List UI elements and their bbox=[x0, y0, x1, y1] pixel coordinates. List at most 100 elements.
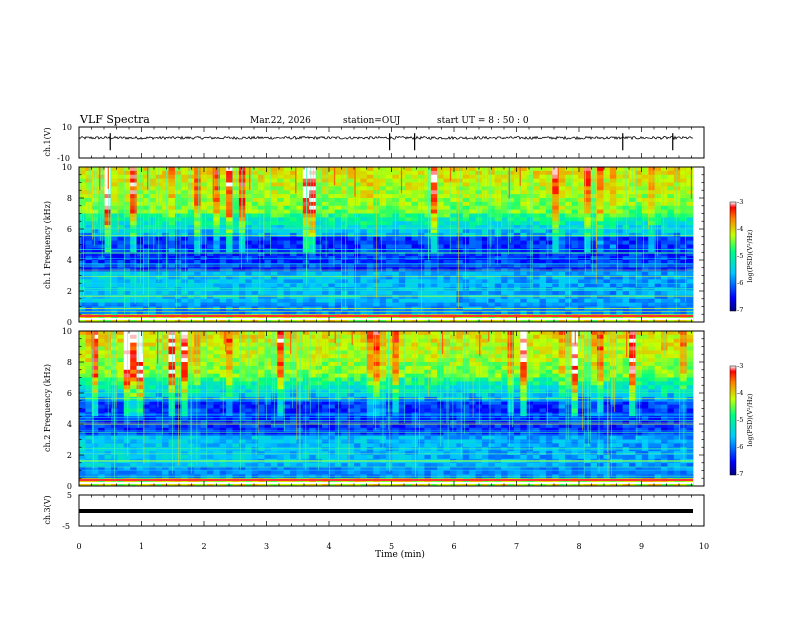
ch1-spec-cell bbox=[514, 214, 521, 218]
ch1-spec-cell bbox=[603, 217, 610, 221]
ch1-spec-cell bbox=[629, 299, 636, 303]
ch1-spec-cell bbox=[450, 186, 457, 190]
ch1-spec-cell bbox=[533, 221, 540, 225]
ch1-spec-cell bbox=[603, 179, 610, 183]
ch1-spec-cell bbox=[476, 233, 483, 237]
ch2-spec-cell bbox=[520, 339, 527, 343]
ch1-spec-cell bbox=[623, 190, 630, 194]
ch2-spec-cell bbox=[456, 343, 463, 347]
ch1-spec-cell bbox=[252, 291, 259, 295]
ch1-spec-cell bbox=[162, 237, 169, 241]
ch1-spec-cell bbox=[495, 175, 502, 179]
ch1-spec-cell bbox=[412, 194, 419, 198]
ch1-spec-cell bbox=[188, 179, 195, 183]
ch1-spec-cell bbox=[322, 217, 329, 221]
ch1-spec-cell bbox=[412, 217, 419, 221]
ch1-spec-cell bbox=[181, 202, 188, 206]
ch1-spec-cell bbox=[277, 291, 284, 295]
ch1-spec-cell bbox=[188, 198, 195, 202]
ch1-spec-cell bbox=[392, 190, 399, 194]
ch2-spec-cell bbox=[181, 339, 188, 343]
ch1-spec-cell bbox=[399, 233, 406, 237]
ch1-spec-cell bbox=[137, 225, 144, 229]
ch1-spec-cell bbox=[194, 206, 201, 210]
ch1-spec-cell bbox=[661, 221, 668, 225]
ch2-spec-cell bbox=[207, 354, 214, 358]
ch1-spec-cell bbox=[488, 175, 495, 179]
ch1-spec-cell bbox=[181, 183, 188, 187]
ch1-spec-cell bbox=[245, 194, 252, 198]
ch1-cbar-tick-m4: -4 bbox=[737, 225, 743, 233]
ch1-spec-cell bbox=[130, 167, 137, 171]
ch1-spec-cell bbox=[188, 225, 195, 229]
ch1-spec-cell bbox=[207, 233, 214, 237]
ch1-spec-cell bbox=[520, 303, 527, 307]
ch1-spec-cell bbox=[220, 245, 227, 249]
ch1-spec-cell bbox=[520, 214, 527, 218]
ch1-spec-cell bbox=[380, 167, 387, 171]
ch1-spec-cell bbox=[335, 186, 342, 190]
ch1-spec-cell bbox=[527, 291, 534, 295]
ch1-spec-cell bbox=[578, 233, 585, 237]
ch1-colorbar-gradient bbox=[730, 202, 736, 311]
ch2-spec-cell bbox=[578, 347, 585, 351]
ch1-spec-cell bbox=[188, 210, 195, 214]
ch1-spec-cell bbox=[616, 179, 623, 183]
ch1-spec-cell bbox=[565, 210, 572, 214]
ch1-spec-cell bbox=[207, 225, 214, 229]
ch1-spec-cell bbox=[623, 276, 630, 280]
ch1-spec-cell bbox=[674, 276, 681, 280]
ch1-spec-cell bbox=[565, 217, 572, 221]
ch1-spec-ytick-label: 10 bbox=[62, 163, 72, 172]
ch1-spec-cell bbox=[130, 217, 137, 221]
ch1-spec-cell bbox=[476, 171, 483, 175]
ch1-spec-cell bbox=[156, 283, 163, 287]
ch1-spec-cell bbox=[431, 237, 438, 241]
ch1-spec-cell bbox=[98, 194, 105, 198]
ch1-spec-cell bbox=[540, 175, 547, 179]
ch1-spec-cell bbox=[469, 225, 476, 229]
ch1-spec-cell bbox=[98, 221, 105, 225]
ch1-spec-cell bbox=[367, 194, 374, 198]
ch1-spec-cell bbox=[226, 221, 233, 225]
ch1-spec-cell bbox=[175, 303, 182, 307]
ch1-spec-cell bbox=[181, 237, 188, 241]
ch1-spec-cell bbox=[603, 237, 610, 241]
ch1-spec-cell bbox=[175, 167, 182, 171]
ch2-spec-cell bbox=[85, 350, 92, 354]
ch1-spec-cell bbox=[239, 291, 246, 295]
ch1-spec-cell bbox=[335, 272, 342, 276]
ch1-spec-cell bbox=[137, 299, 144, 303]
ch1-spec-cell bbox=[469, 237, 476, 241]
ch1-spec-cell bbox=[616, 190, 623, 194]
ch1-spec-cell bbox=[450, 210, 457, 214]
ch1-spec-cell bbox=[463, 198, 470, 202]
ch1-spec-cell bbox=[386, 283, 393, 287]
ch2-spec-cell bbox=[469, 339, 476, 343]
ch1-spec-cell bbox=[450, 194, 457, 198]
ch1-spec-cell bbox=[92, 276, 99, 280]
ch1-spec-cell bbox=[207, 214, 214, 218]
ch1-spec-cell bbox=[431, 233, 438, 237]
ch1-spec-cell bbox=[220, 183, 227, 187]
ch1-spec-cell bbox=[687, 272, 694, 276]
ch1-spec-cell bbox=[335, 291, 342, 295]
ch1-spec-cell bbox=[220, 299, 227, 303]
ch1-spec-cell bbox=[642, 202, 649, 206]
ch1-spec-cell bbox=[508, 291, 515, 295]
ch1-spec-cell bbox=[322, 245, 329, 249]
ch1-spec-cell bbox=[348, 233, 355, 237]
ch1-spec-cell bbox=[476, 221, 483, 225]
ch1-spec-cell bbox=[111, 190, 118, 194]
ch2-spec-cell bbox=[482, 350, 489, 354]
ch1-spec-cell bbox=[623, 291, 630, 295]
ch1-spec-cell bbox=[488, 179, 495, 183]
ch2-spec-cell bbox=[584, 339, 591, 343]
ch1-spec-cell bbox=[335, 241, 342, 245]
ch1-spec-cell bbox=[296, 194, 303, 198]
ch1-spec-cell bbox=[578, 214, 585, 218]
ch1-spec-cell bbox=[386, 221, 393, 225]
ch2-spec-cell bbox=[264, 339, 271, 343]
ch1-spec-cell bbox=[233, 202, 240, 206]
ch1-spec-cell bbox=[629, 217, 636, 221]
